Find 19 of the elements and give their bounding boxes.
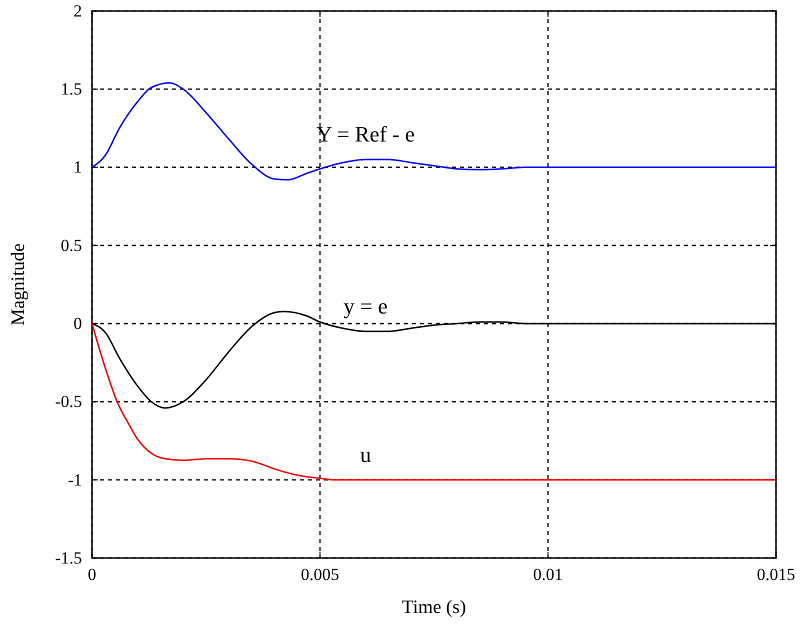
x-tick-label: 0.01	[533, 565, 563, 584]
y-tick-label: -1	[68, 470, 82, 490]
series-label: Y = Ref - e	[316, 121, 415, 146]
series-label: y = e	[344, 293, 388, 318]
x-tick-label: 0.015	[756, 565, 796, 584]
y-tick-label: -0.5	[55, 392, 82, 412]
line-series	[91, 82, 777, 181]
y-tick-label: 0	[74, 314, 82, 334]
x-tick-label: 0.005	[300, 565, 340, 584]
y-tick-label: 0.5	[60, 236, 82, 255]
series-label: u	[360, 442, 372, 467]
x-axis-title: Time (s)	[402, 597, 466, 618]
y-tick-label: -1.5	[55, 548, 82, 568]
line-series	[91, 322, 777, 481]
y-tick-label: 2	[74, 1, 82, 20]
y-tick-label: 1	[74, 158, 82, 177]
y-tick-label: 1.5	[60, 80, 82, 99]
x-tick-label: 0	[88, 565, 96, 584]
y-axis-title: Magnitude	[8, 243, 29, 326]
